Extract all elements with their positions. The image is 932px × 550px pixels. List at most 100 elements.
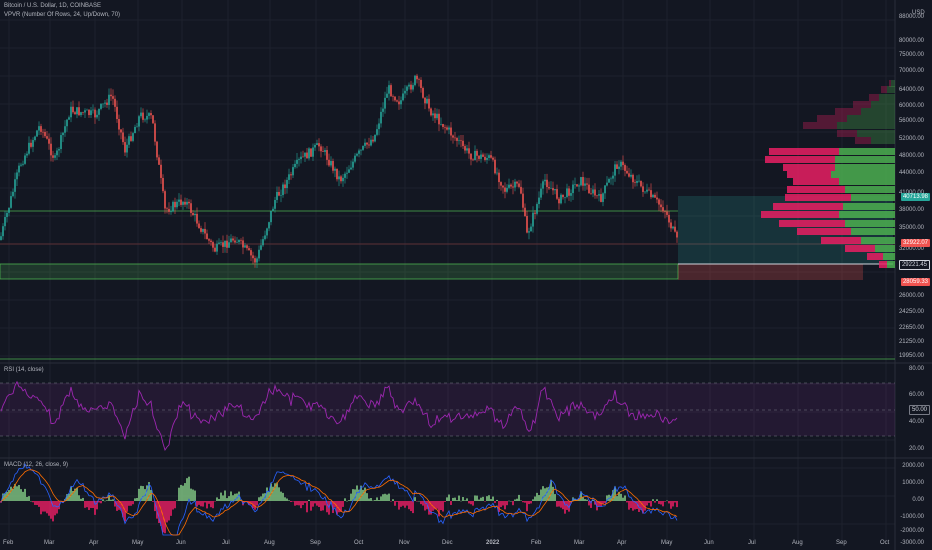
candle-body — [108, 94, 110, 105]
macd-histogram-bar — [378, 500, 380, 501]
volume-profile-up — [851, 194, 895, 201]
candle-body — [312, 147, 314, 157]
macd-histogram-bar — [628, 501, 630, 510]
candle-body — [430, 108, 432, 116]
candle-body — [134, 126, 136, 134]
macd-histogram-bar — [370, 497, 372, 501]
time-axis-label: Jul — [748, 540, 756, 546]
macd-histogram-bar — [300, 501, 302, 509]
rsi-value-tag: 50.00 — [908, 405, 930, 415]
candle-body — [438, 113, 440, 125]
candle-body — [484, 156, 486, 160]
macd-histogram-bar — [28, 496, 30, 501]
rsi-indicator-label[interactable]: RSI (14, close) — [4, 367, 44, 373]
candle-body — [380, 111, 382, 124]
macd-histogram-bar — [142, 486, 144, 501]
candle-body — [276, 191, 278, 200]
macd-histogram-bar — [138, 488, 140, 501]
candle-body — [610, 178, 612, 180]
macd-histogram-bar — [324, 501, 326, 506]
candle-body — [456, 138, 458, 141]
macd-histogram-bar — [520, 500, 522, 501]
candle-body — [106, 102, 108, 105]
macd-histogram-bar — [458, 495, 460, 501]
macd-histogram-bar — [302, 501, 304, 506]
candle-body — [520, 186, 522, 194]
candle-body — [564, 196, 566, 198]
macd-histogram-bar — [500, 501, 502, 508]
candle-body — [280, 195, 282, 196]
candle-body — [532, 212, 534, 227]
candle-body — [180, 199, 182, 205]
candle-body — [502, 185, 504, 188]
candle-body — [228, 242, 230, 248]
candle-body — [6, 212, 8, 218]
macd-histogram-bar — [314, 501, 316, 504]
candle-body — [410, 84, 412, 90]
candle-body — [368, 144, 370, 146]
candle-body — [22, 163, 24, 165]
candle-body — [504, 187, 506, 192]
candle-body — [636, 181, 638, 183]
macd-histogram-bar — [582, 497, 584, 501]
volume-profile-down — [793, 178, 839, 185]
volume-profile-up — [831, 171, 895, 178]
candle-body — [92, 109, 94, 111]
candle-body — [348, 169, 350, 173]
candle-body — [332, 161, 334, 171]
candle-body — [38, 126, 40, 131]
candle-body — [326, 150, 328, 160]
candle-body — [362, 145, 364, 150]
candle-body — [334, 168, 336, 171]
macd-histogram-bar — [172, 501, 174, 510]
macd-histogram-bar — [190, 488, 192, 501]
candle-body — [226, 240, 228, 248]
volume-profile-down — [867, 253, 883, 260]
candle-body — [30, 142, 32, 147]
price-axis-label: 48000.00 — [898, 153, 924, 159]
candle-body — [494, 159, 496, 174]
macd-histogram-bar — [548, 486, 550, 501]
macd-histogram-bar — [202, 501, 204, 507]
candle-body — [116, 106, 118, 120]
candle-body — [450, 127, 452, 136]
vpvr-indicator-label[interactable]: VPVR (Number Of Rows, 24, Up/Down, 70) — [4, 12, 121, 18]
candle-body — [12, 191, 14, 197]
candle-body — [42, 131, 44, 133]
price-axis-label: 19950.00 — [898, 353, 924, 359]
macd-histogram-bar — [360, 485, 362, 501]
candle-body — [670, 222, 672, 229]
candle-body — [378, 123, 380, 130]
candle-body — [100, 103, 102, 109]
macd-indicator-label[interactable]: MACD (12, 26, close, 9) — [4, 462, 69, 468]
macd-histogram-bar — [510, 500, 512, 502]
volume-profile-down — [845, 245, 875, 252]
volume-profile-down — [869, 94, 879, 101]
candle-body — [24, 155, 26, 164]
candle-body — [290, 174, 292, 176]
candle-body — [676, 231, 678, 238]
candle-body — [138, 116, 140, 127]
macd-histogram-bar — [436, 501, 438, 509]
candle-body — [360, 149, 362, 151]
candle-body — [608, 178, 610, 183]
candle-body — [130, 136, 132, 141]
macd-histogram-bar — [278, 487, 280, 501]
macd-histogram-bar — [448, 494, 450, 501]
candle-body — [452, 135, 454, 138]
macd-histogram-bar — [270, 483, 272, 501]
macd-value-tag: -3000.00 — [900, 540, 924, 546]
candle-body — [74, 112, 76, 115]
candle-body — [184, 201, 186, 205]
macd-histogram-bar — [128, 501, 130, 506]
candle-body — [246, 245, 248, 249]
time-axis-label: Nov — [399, 540, 410, 546]
macd-histogram-bar — [90, 501, 92, 508]
candle-body — [650, 190, 652, 198]
candle-body — [544, 179, 546, 182]
macd-histogram-bar — [134, 498, 136, 501]
candle-body — [642, 186, 644, 192]
macd-histogram-bar — [552, 486, 554, 501]
volume-profile-up — [857, 130, 895, 137]
